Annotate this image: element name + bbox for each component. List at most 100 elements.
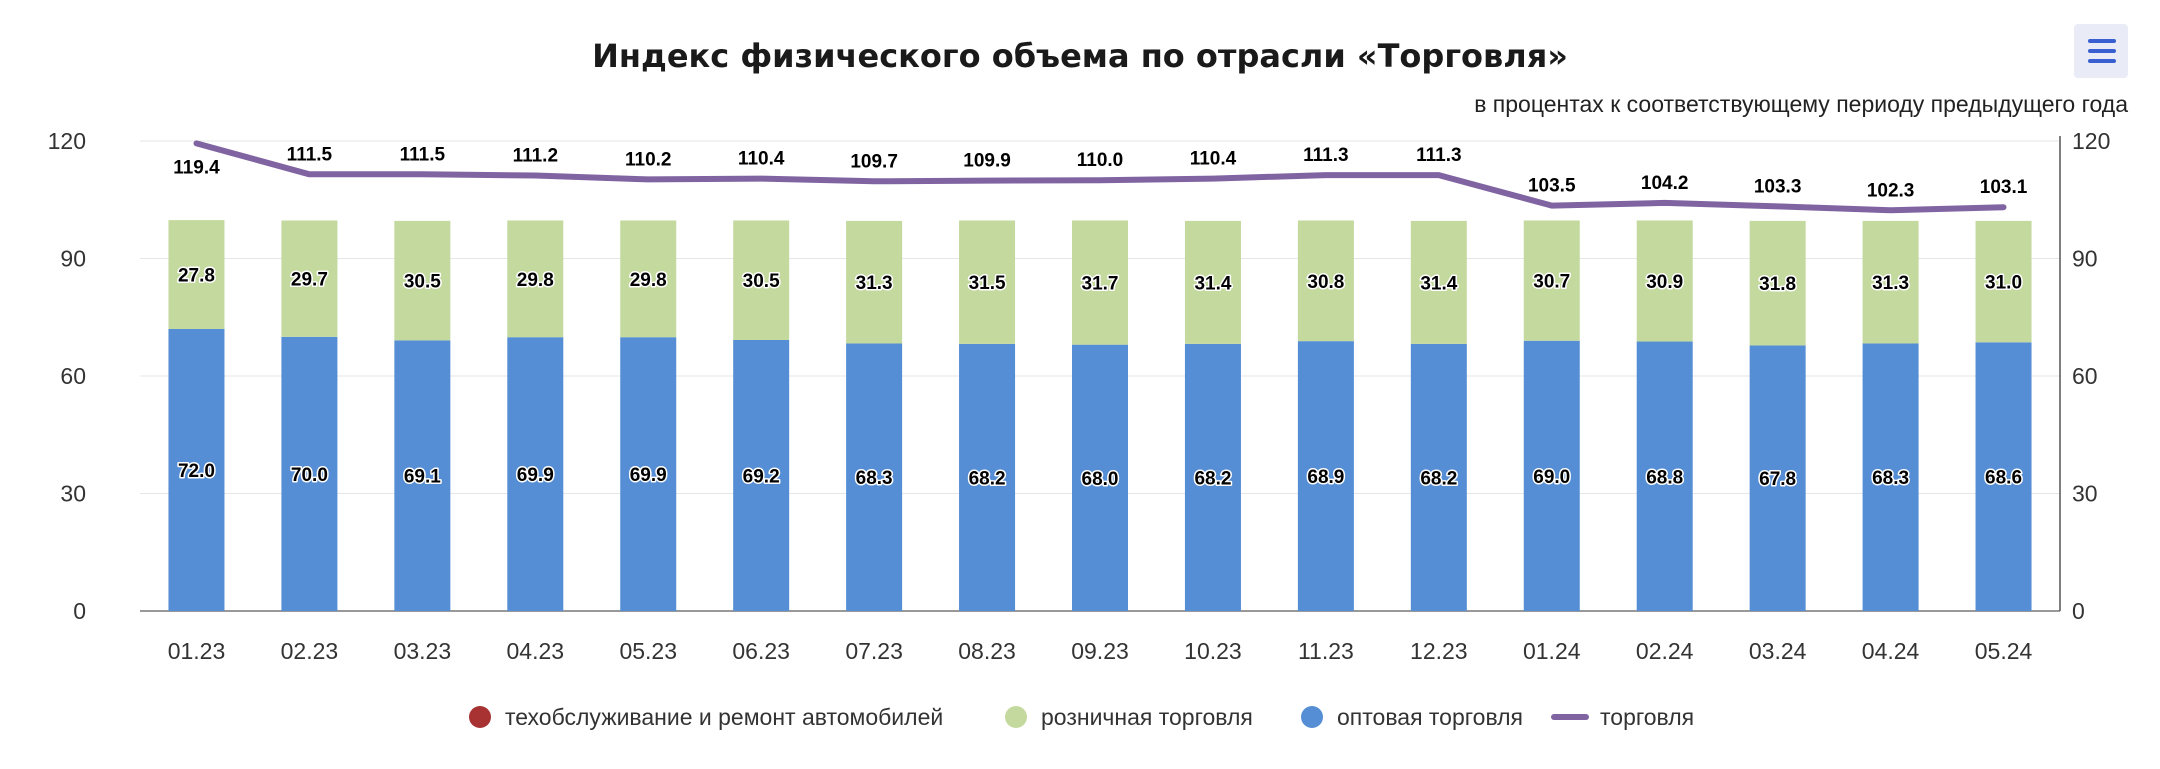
x-tick-label: 01.23 [168,638,226,664]
menu-icon [2088,59,2116,63]
x-tick-label: 11.23 [1298,638,1354,664]
menu-icon [2088,49,2116,53]
data-label-retail: 27.8 [178,266,215,287]
bar-wholesale [1749,345,1806,611]
legend-item[interactable]: техобслуживание и ремонт автомобилей [469,704,943,730]
data-label-retail: 31.4 [1420,273,1457,294]
x-tick-label: 04.23 [507,638,565,664]
data-label-trade: 110.2 [625,149,672,170]
bar-retail [168,220,225,329]
y-tick-label: 120 [48,128,86,154]
data-label-wholesale: 68.8 [1646,467,1683,488]
bar-retail [1975,220,2032,343]
data-label-trade: 103.3 [1754,176,1802,197]
data-label-retail: 30.9 [1646,272,1683,293]
bar-wholesale [168,329,225,611]
bar-retail [1410,220,1467,344]
x-tick-label: 08.23 [958,638,1016,664]
menu-icon [2088,39,2116,43]
bar-wholesale [1636,341,1693,611]
y-tick-label: 30 [60,481,86,507]
legend[interactable]: техобслуживание и ремонт автомобилей розн… [469,704,1694,730]
data-label-trade: 104.2 [1641,173,1689,194]
data-label-wholesale: 72.0 [178,461,215,482]
data-label-wholesale: 68.0 [1082,469,1119,490]
data-label-wholesale: 68.2 [1194,468,1231,489]
bar-retail [959,220,1016,344]
legend-item[interactable]: оптовая торговля [1301,704,1523,730]
bar-retail [507,220,564,338]
data-label-wholesale: 68.6 [1985,468,2022,489]
bar-wholesale [959,343,1016,611]
legend-marker [1301,706,1323,728]
data-label-retail: 29.7 [291,270,328,291]
x-tick-label: 05.24 [1975,638,2033,664]
data-label-retail: 30.5 [404,272,441,293]
x-tick-label: 09.23 [1071,638,1129,664]
x-tick-label: 03.23 [394,638,452,664]
data-label-wholesale: 69.0 [1533,467,1570,488]
axes: 0 0 30 30 60 60 90 90 120 120 01.23 02.23 03.23 04.23… [48,128,2111,664]
legend-marker [1005,706,1027,728]
data-label-retail: 31.5 [969,273,1006,294]
data-label-trade: 110.4 [738,149,785,170]
data-label-trade: 110.4 [1190,149,1237,170]
bar-wholesale [1862,343,1919,611]
bar-retail [1184,220,1241,344]
bar-wholesale [1975,342,2032,611]
bar-retail [1749,220,1806,346]
bar-wholesale [1072,344,1128,611]
x-tick-label: 01.24 [1523,638,1581,664]
data-label-retail: 31.0 [1985,273,2022,294]
bar-wholesale [394,340,451,611]
bar-wholesale [846,343,903,611]
data-label-wholesale: 70.0 [291,465,328,486]
x-tick-label: 12.23 [1410,638,1468,664]
data-label-trade: 109.9 [963,151,1011,172]
data-label-wholesale: 67.8 [1759,469,1796,490]
x-tick-label: 03.24 [1749,638,1807,664]
data-label-retail: 30.8 [1307,272,1344,293]
data-label-wholesale: 69.9 [517,465,554,486]
data-label-wholesale: 68.2 [1420,468,1457,489]
y-tick-label-right: 0 [2072,598,2085,624]
legend-marker [469,706,491,728]
data-label-trade: 119.4 [173,157,220,178]
data-label-trade: 110.0 [1077,150,1124,171]
bar-retail [1862,220,1919,344]
data-label-trade: 103.1 [1980,177,2028,198]
data-label-retail: 31.4 [1194,273,1231,294]
bar-wholesale [1523,340,1580,611]
legend-item[interactable]: торговля [1551,704,1694,730]
bar-wholesale [1410,343,1467,611]
menu-button[interactable] [2074,24,2128,78]
legend-label: оптовая торговля [1337,704,1523,730]
data-label-retail: 29.8 [517,270,554,291]
bar-wholesale [281,336,338,611]
y-tick-label-right: 90 [2072,246,2098,272]
bar-retail [1297,220,1354,342]
bar-wholesale [620,337,677,611]
legend-item[interactable]: розничная торговля [1005,704,1253,730]
y-tick-label: 0 [73,598,86,624]
data-label-wholesale: 68.2 [969,468,1006,489]
data-label-retail: 31.3 [1872,273,1909,294]
chart-title: Индекс физического объема по отрасли «То… [592,37,1568,75]
x-tick-label: 02.24 [1636,638,1694,664]
data-label-retail: 30.5 [743,271,780,292]
data-label-trade: 111.3 [1303,145,1348,166]
data-label-retail: 31.3 [856,273,893,294]
data-label-wholesale: 69.2 [743,466,780,487]
bar-retail [846,220,903,344]
data-label-trade: 111.2 [513,145,558,166]
data-label-trade: 111.5 [400,144,446,165]
data-label-trade: 111.3 [1416,145,1461,166]
x-tick-label: 10.23 [1184,638,1242,664]
bar-wholesale [1184,343,1241,611]
x-tick-label: 07.23 [845,638,903,664]
chart-subtitle: в процентах к соответствующему периоду п… [1474,91,2128,117]
bar-wholesale [507,337,564,611]
data-label-retail: 29.8 [630,270,667,291]
bar-wholesale [1297,341,1354,611]
data-label-trade: 111.5 [287,144,333,165]
